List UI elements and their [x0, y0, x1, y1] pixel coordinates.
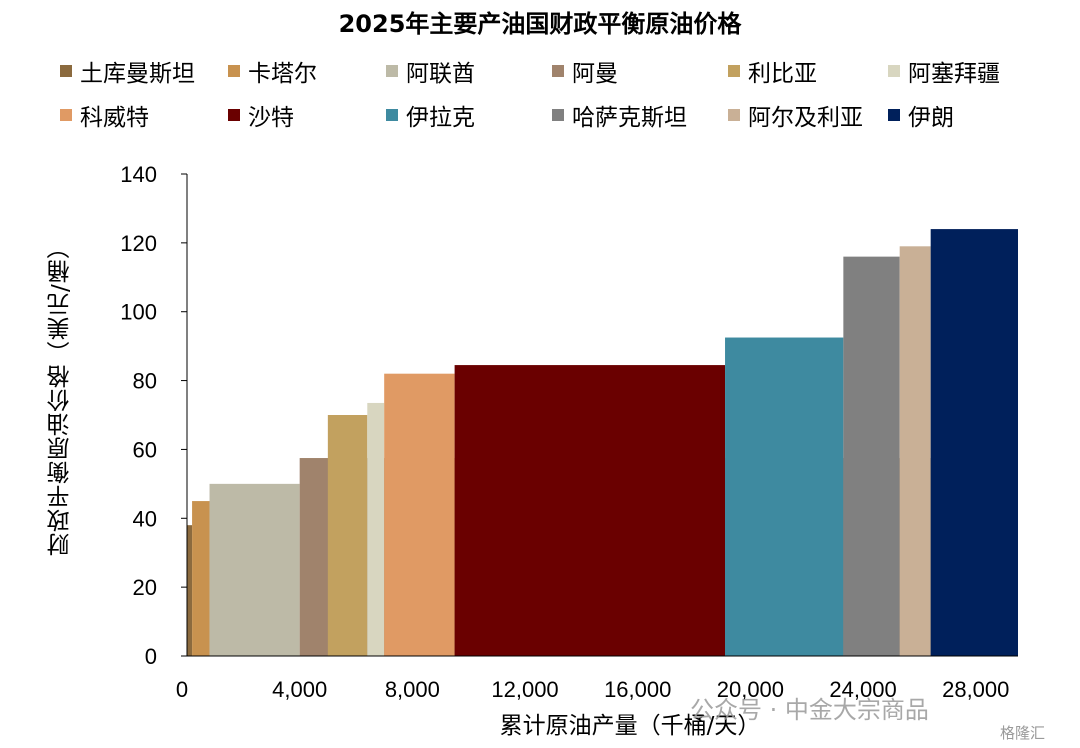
chart-title: 2025年主要产油国财政平衡原油价格 [338, 10, 742, 38]
legend-swatch [728, 109, 740, 121]
y-tick-label: 120 [120, 231, 157, 256]
x-tick-label: 20,000 [717, 677, 784, 702]
legend-swatch [552, 109, 564, 121]
legend-label: 阿联酋 [406, 61, 475, 87]
y-tick-label: 80 [133, 369, 157, 394]
legend-swatch [552, 65, 564, 77]
legend-swatch [386, 109, 398, 121]
x-tick-label: 16,000 [604, 677, 671, 702]
bar-7 [384, 373, 455, 656]
legend-item: 卡塔尔 [228, 56, 317, 87]
x-tick-label: 24,000 [829, 677, 896, 702]
bar-8 [454, 365, 726, 656]
legend-label: 阿曼 [572, 61, 618, 87]
legend-label: 伊拉克 [406, 105, 475, 131]
legend-item: 哈萨克斯坦 [552, 100, 687, 131]
x-axis-label: 累计原油产量（千桶/天） [499, 713, 761, 739]
y-tick-label: 40 [133, 506, 157, 531]
legend-label: 阿塞拜疆 [908, 61, 1000, 87]
legend-label: 土库曼斯坦 [80, 61, 195, 87]
bar-10 [843, 256, 900, 656]
legend-label: 沙特 [248, 105, 294, 131]
legend-item: 伊朗 [888, 100, 954, 131]
bar-9 [725, 337, 844, 656]
x-tick-label: 0 [176, 677, 188, 702]
legend-item: 沙特 [228, 100, 294, 131]
y-axis-label: 财政平衡原油价格（美元/桶） [48, 235, 74, 557]
x-tick-label: 8,000 [385, 677, 440, 702]
legend-label: 科威特 [80, 105, 149, 131]
legend-item: 阿尔及利亚 [728, 100, 863, 131]
legend-label: 卡塔尔 [248, 61, 317, 87]
legend-item: 阿曼 [552, 56, 618, 87]
legend-item: 阿塞拜疆 [888, 56, 1000, 87]
legend-label: 哈萨克斯坦 [572, 105, 687, 131]
bar-5 [327, 415, 368, 656]
bar-12 [930, 229, 1018, 657]
legend-item: 利比亚 [728, 56, 817, 87]
legend-swatch [60, 65, 72, 77]
legend-item: 阿联酋 [386, 56, 475, 87]
bar-3 [209, 483, 300, 656]
legend-swatch [60, 109, 72, 121]
legend-label: 伊朗 [908, 105, 954, 131]
x-tick-label: 28,000 [942, 677, 1009, 702]
x-tick-label: 4,000 [272, 677, 327, 702]
legend-swatch [386, 65, 398, 77]
bar-2 [192, 501, 210, 656]
legend-item: 科威特 [60, 100, 149, 131]
legend-item: 伊拉克 [386, 100, 475, 131]
x-tick-label: 12,000 [491, 677, 558, 702]
watermark: 公众号 · 中金大宗商品 [690, 696, 929, 724]
legend-swatch [888, 109, 900, 121]
bar-11 [899, 246, 931, 657]
watermark-logo: 格隆汇 [1000, 724, 1046, 742]
legend-swatch [228, 65, 240, 77]
legend-label: 利比亚 [748, 61, 817, 87]
bar-6 [367, 402, 385, 656]
legend-swatch [888, 65, 900, 77]
y-tick-label: 100 [120, 300, 157, 325]
y-tick-label: 20 [133, 575, 157, 600]
legend-swatch [228, 109, 240, 121]
y-tick-label: 0 [145, 644, 157, 669]
legend-swatch [728, 65, 740, 77]
y-tick-label: 140 [120, 162, 157, 187]
bar-1 [187, 525, 193, 656]
y-tick-label: 60 [133, 437, 157, 462]
legend-item: 土库曼斯坦 [60, 56, 195, 87]
legend-label: 阿尔及利亚 [748, 105, 863, 131]
